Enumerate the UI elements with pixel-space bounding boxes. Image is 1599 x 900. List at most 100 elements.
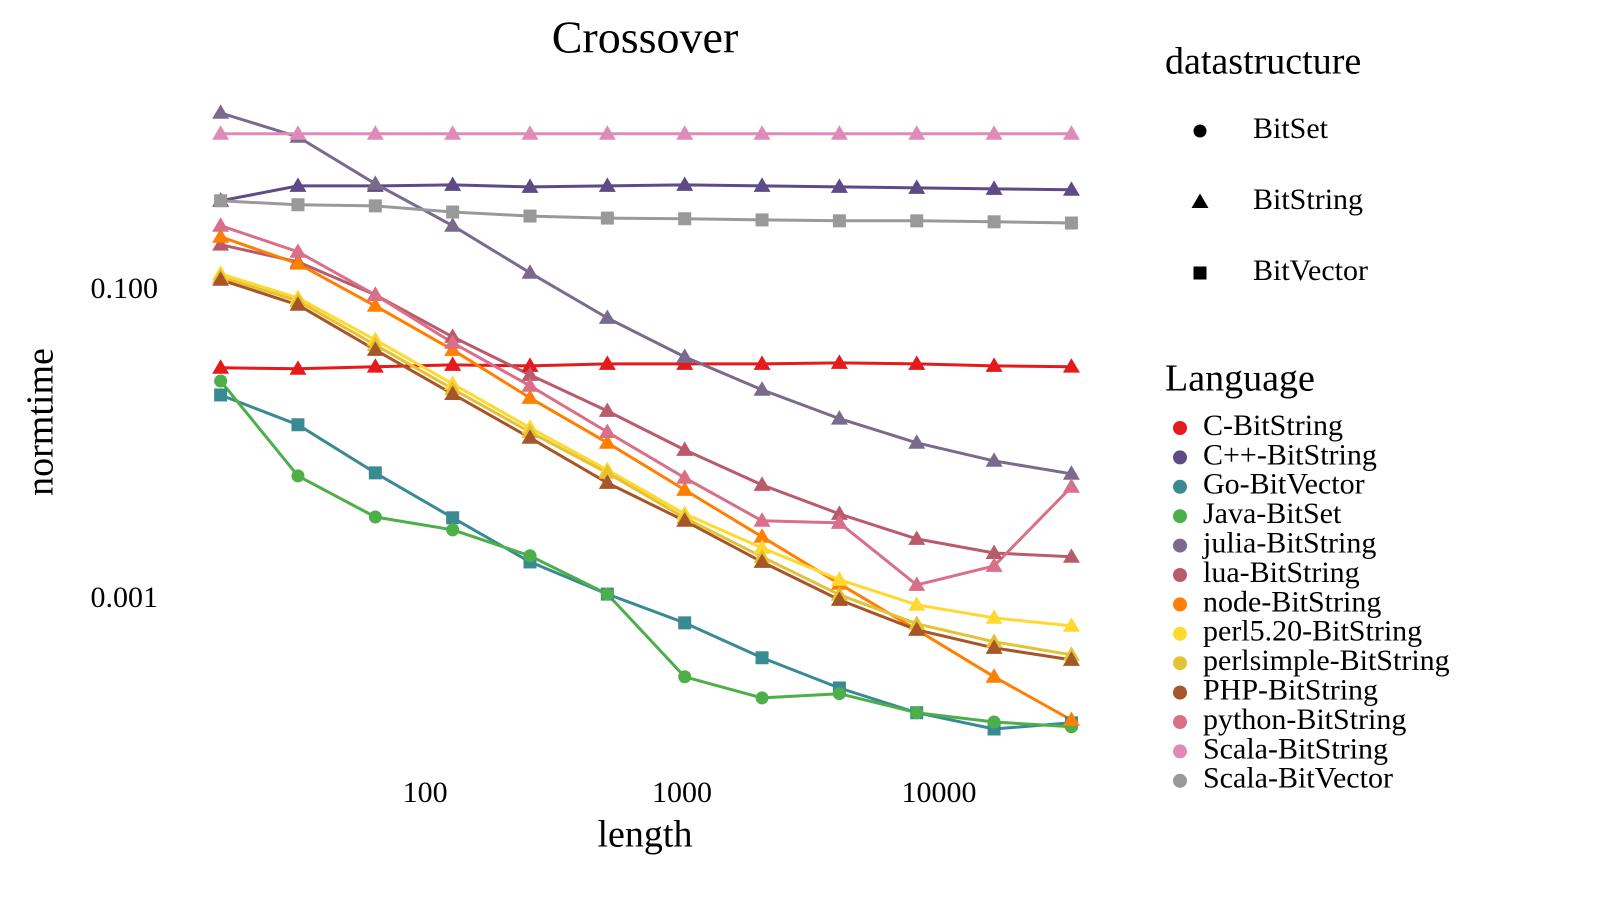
series-line (220, 272, 1072, 628)
data-point (985, 125, 1003, 140)
x-tick-label: 10000 (901, 776, 976, 809)
data-point (908, 596, 926, 611)
data-point (598, 309, 616, 324)
data-point (289, 296, 307, 311)
data-point (1062, 651, 1080, 666)
legend-marker (1173, 626, 1187, 641)
data-point (1062, 478, 1080, 493)
series-line (220, 111, 1072, 476)
data-point (600, 211, 614, 225)
data-point (444, 334, 462, 349)
legend-marker (1173, 538, 1187, 553)
series-line (220, 224, 1073, 587)
legend-label: C-BitString (1203, 409, 1343, 442)
data-point (1062, 465, 1080, 480)
data-point (289, 360, 307, 375)
shape-legend-marker (1191, 193, 1209, 208)
data-point (1062, 617, 1080, 632)
data-point (678, 212, 692, 226)
legend-label: lua-BitString (1203, 556, 1360, 589)
shape-legend-marker (1193, 266, 1207, 280)
data-point (753, 512, 771, 527)
legend-marker (1173, 568, 1187, 582)
data-point (598, 474, 616, 489)
data-point (366, 286, 384, 301)
legend-marker (1173, 773, 1187, 788)
legend-label: python-BitString (1203, 703, 1406, 736)
data-point (985, 357, 1003, 372)
data-point (521, 264, 539, 279)
legend-label: PHP-BitString (1203, 673, 1378, 706)
data-point (521, 178, 539, 193)
data-point (910, 706, 924, 720)
data-point (1062, 125, 1080, 140)
data-point (832, 687, 846, 701)
shape-legend-label: BitString (1253, 183, 1363, 216)
data-point (444, 217, 462, 232)
data-point (830, 571, 848, 586)
shape-legend-title: datastructure (1165, 41, 1361, 83)
chart-title: Crossover (552, 12, 739, 63)
series-line (220, 275, 1072, 657)
data-point (753, 528, 771, 543)
legend-marker (1173, 421, 1187, 435)
data-point (678, 670, 692, 684)
data-point (908, 621, 926, 636)
data-point (291, 198, 305, 212)
data-point (212, 236, 230, 251)
x-tick-label: 100 (403, 776, 448, 809)
data-point (521, 377, 539, 392)
data-point (908, 125, 926, 140)
series-line (219, 380, 1072, 729)
data-point (214, 388, 228, 402)
data-point (289, 243, 307, 258)
data-point (830, 410, 848, 425)
data-point (521, 125, 539, 140)
data-point (1062, 548, 1080, 563)
data-point (444, 385, 462, 400)
data-point (289, 177, 307, 192)
legend-title: Language (1165, 358, 1315, 400)
data-point (678, 616, 692, 630)
data-point (676, 348, 694, 363)
x-axis-label: length (598, 814, 693, 856)
data-point (368, 466, 382, 480)
data-point (755, 213, 769, 227)
legend-label: Scala-BitString (1203, 732, 1388, 765)
legend-label: C++-BitString (1203, 438, 1377, 471)
data-point (753, 381, 771, 396)
data-point (753, 553, 771, 568)
data-point (830, 125, 848, 140)
legend-marker (1173, 656, 1187, 671)
legend-label: Scala-BitVector (1203, 762, 1393, 795)
data-point (368, 510, 382, 524)
data-point (598, 402, 616, 417)
data-point (446, 511, 460, 525)
data-point (830, 514, 848, 529)
data-point (985, 668, 1003, 683)
data-point (446, 205, 460, 219)
data-point (987, 215, 1001, 229)
data-point (755, 691, 769, 705)
data-point (521, 357, 539, 372)
data-point (753, 125, 771, 140)
data-point (366, 341, 384, 356)
legend-marker (1173, 715, 1187, 729)
data-point (910, 214, 924, 228)
data-point (523, 549, 537, 563)
data-point (832, 214, 846, 228)
legend-label: julia-BitString (1202, 526, 1376, 559)
data-point (676, 481, 694, 496)
data-point (908, 179, 926, 194)
data-point (1062, 711, 1080, 726)
data-point (985, 639, 1003, 654)
x-tick-label: 1000 (652, 776, 712, 809)
data-point (753, 177, 771, 192)
legend-label: Java-BitSet (1203, 497, 1342, 530)
data-point (521, 429, 539, 444)
data-point (368, 199, 382, 213)
data-point (755, 651, 769, 665)
data-point (214, 194, 228, 208)
legend-marker (1173, 744, 1187, 759)
